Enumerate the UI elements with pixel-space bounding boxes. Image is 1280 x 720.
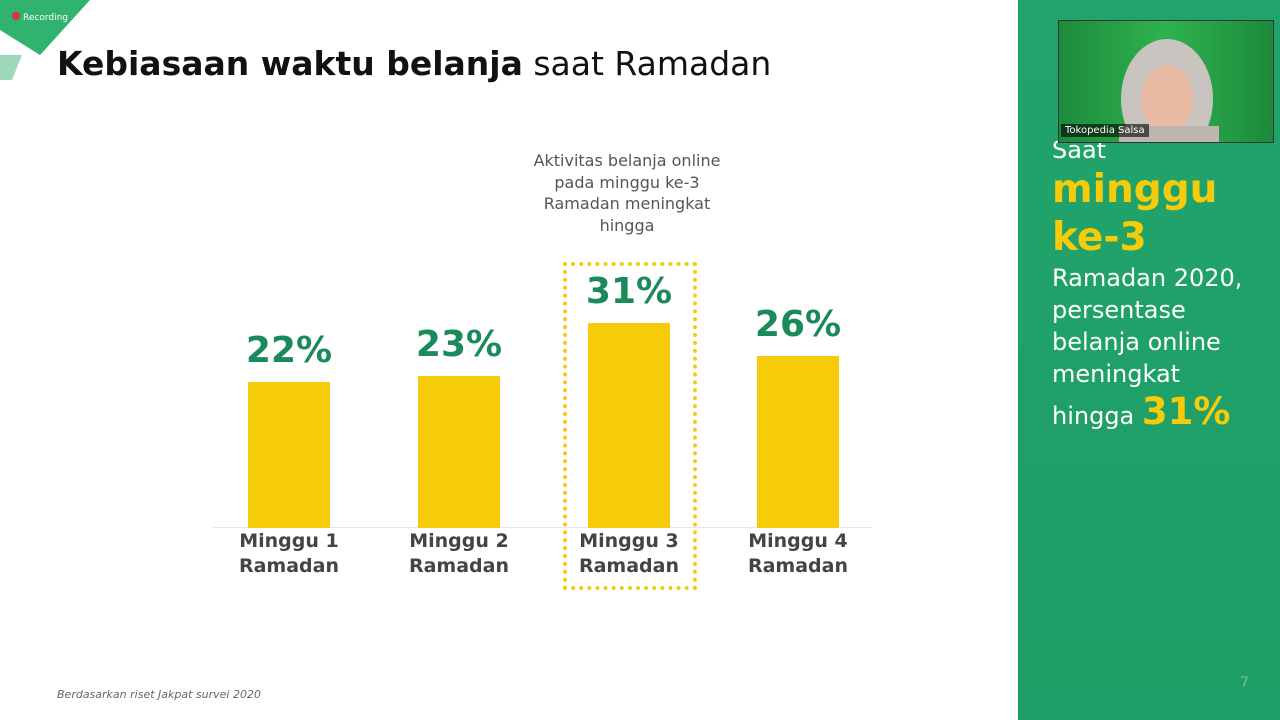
baseline	[213, 527, 872, 528]
webcam-name: Tokopedia Salsa	[1061, 124, 1149, 137]
side-body: Ramadan 2020, persentase belanja online …	[1052, 264, 1243, 388]
side-prefix: hingga	[1052, 402, 1135, 430]
title-regular: saat Ramadan	[533, 44, 772, 83]
data-label: 31%	[585, 270, 673, 312]
webcam-video	[1058, 20, 1274, 143]
bar	[757, 355, 839, 528]
category-label: Minggu 3 Ramadan	[578, 530, 680, 577]
page-number: 7	[1240, 675, 1249, 691]
bar	[248, 382, 330, 528]
bar	[418, 375, 500, 528]
decor	[0, 0, 90, 80]
bar	[588, 322, 670, 528]
side-figure: 31%	[1141, 390, 1231, 433]
recording-indicator: Recording	[12, 12, 68, 23]
category-label: Minggu 2 Ramadan	[408, 530, 510, 577]
data-label: 26%	[754, 303, 842, 345]
side-text: Saat minggu ke-3 Ramadan 2020, persentas…	[1052, 134, 1267, 432]
recording-label: Recording	[23, 13, 69, 23]
annotation: Aktivitas belanja online pada minggu ke-…	[533, 151, 721, 235]
corner-decor	[0, 0, 90, 80]
side-highlight: minggu ke-3	[1052, 167, 1218, 260]
source-note: Berdasarkan riset Jakpat survei 2020	[57, 688, 261, 701]
data-label: 23%	[415, 323, 503, 365]
category-label: Minggu 1 Ramadan	[238, 530, 340, 577]
data-label: 22%	[245, 330, 333, 372]
title-bold: Kebiasaan waktu belanja	[57, 44, 523, 83]
webcam-person	[1119, 39, 1219, 142]
slide-title: Kebiasaan waktu belanja saat Ramadan	[57, 44, 771, 83]
highlight-box	[563, 262, 697, 590]
category-label: Minggu 4 Ramadan	[747, 530, 849, 577]
